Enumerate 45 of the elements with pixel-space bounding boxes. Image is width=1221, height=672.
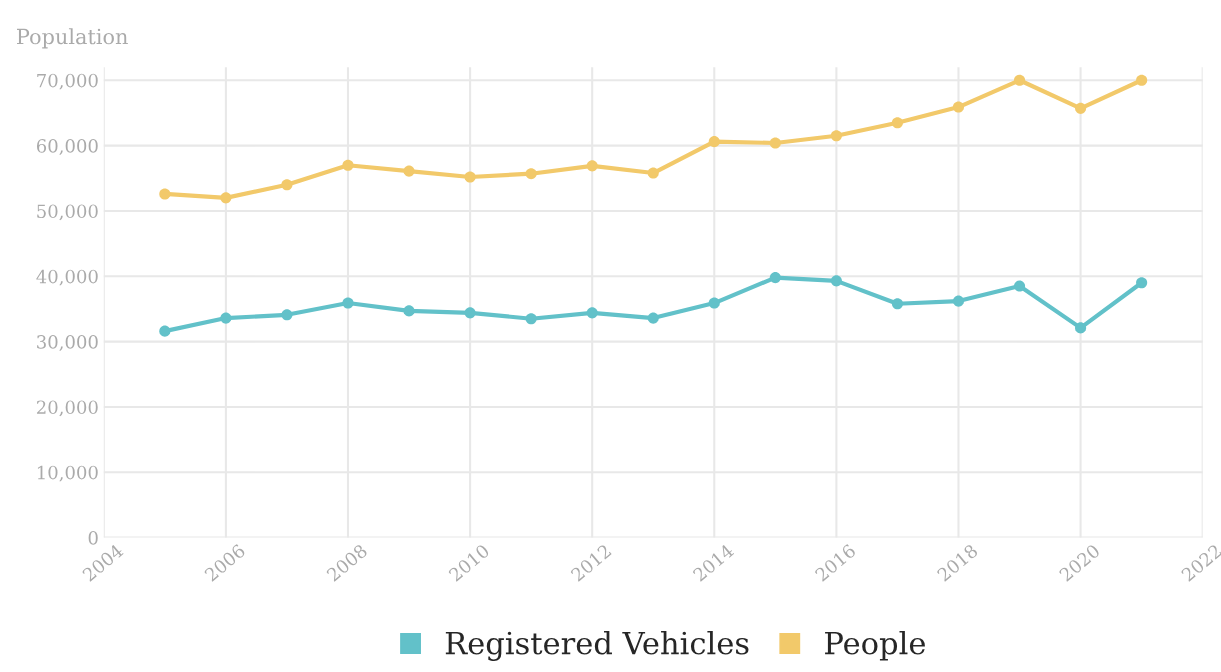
point bbox=[1136, 277, 1148, 289]
y-axis-title: Population bbox=[17, 28, 128, 49]
y-tick-label: 60,000 bbox=[36, 139, 98, 155]
point bbox=[586, 307, 598, 319]
point bbox=[952, 101, 965, 113]
point bbox=[708, 297, 720, 309]
point bbox=[281, 309, 293, 321]
point bbox=[769, 272, 781, 284]
point bbox=[281, 179, 293, 191]
point bbox=[1075, 322, 1087, 334]
point bbox=[891, 117, 903, 129]
point bbox=[647, 312, 659, 324]
legend-label: Registered Vehicles bbox=[445, 630, 749, 661]
legend-label: People bbox=[825, 630, 925, 661]
y-tick-label: 20,000 bbox=[36, 400, 98, 417]
point bbox=[159, 325, 171, 337]
point bbox=[220, 192, 232, 204]
y-tick-label: 10,000 bbox=[37, 465, 98, 482]
point bbox=[1013, 280, 1026, 292]
y-tick-label: 40,000 bbox=[36, 269, 98, 286]
point bbox=[403, 305, 415, 317]
point bbox=[403, 165, 415, 177]
point bbox=[220, 312, 232, 324]
point bbox=[464, 307, 476, 319]
point bbox=[525, 168, 537, 180]
y-tick-label: 0 bbox=[88, 531, 98, 545]
point bbox=[1136, 74, 1148, 86]
y-tick-label: 70,000 bbox=[37, 73, 98, 90]
point bbox=[159, 188, 171, 200]
point bbox=[708, 136, 720, 148]
point bbox=[525, 313, 537, 325]
y-tick-label: 50,000 bbox=[37, 204, 98, 221]
point bbox=[1013, 74, 1026, 86]
point bbox=[464, 171, 476, 183]
point bbox=[952, 295, 965, 307]
point bbox=[769, 137, 781, 149]
point bbox=[342, 159, 354, 171]
point bbox=[830, 130, 842, 142]
point bbox=[647, 167, 659, 179]
y-tick-label: 30,000 bbox=[37, 335, 98, 351]
point bbox=[891, 298, 903, 310]
point bbox=[586, 160, 598, 172]
point bbox=[830, 275, 842, 287]
point bbox=[342, 297, 354, 309]
point bbox=[1075, 102, 1087, 114]
